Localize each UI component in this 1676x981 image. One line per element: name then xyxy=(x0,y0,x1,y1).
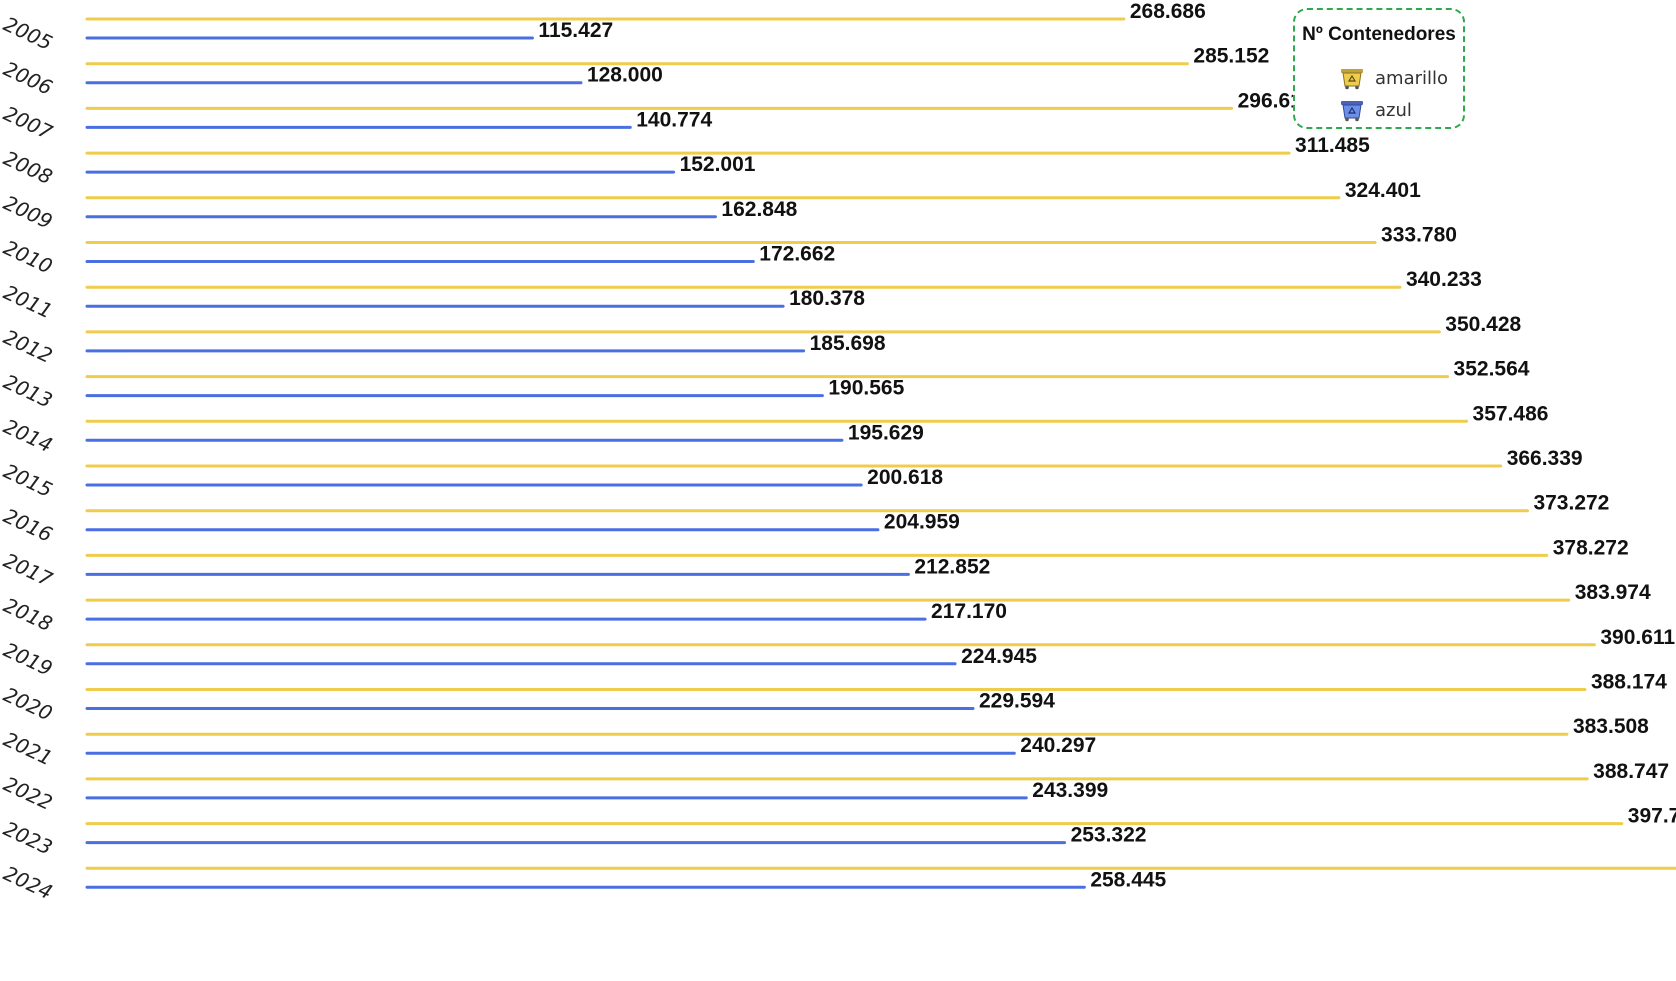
value-label-amarillo-2021: 383.508 xyxy=(1573,715,1649,738)
yellow-recycling-bin-icon xyxy=(1339,66,1365,90)
year-label-2011: 2011 xyxy=(0,280,56,323)
value-label-azul-2009: 162.848 xyxy=(721,198,797,221)
value-label-azul-2015: 200.618 xyxy=(867,466,943,489)
value-label-amarillo-2019: 390.611 xyxy=(1600,626,1675,649)
value-label-azul-2010: 172.662 xyxy=(759,243,835,266)
value-label-azul-2012: 185.698 xyxy=(810,332,886,355)
value-label-azul-2024: 258.445 xyxy=(1090,868,1166,891)
value-label-azul-2023: 253.322 xyxy=(1071,824,1147,847)
value-label-amarillo-2020: 388.174 xyxy=(1591,671,1667,694)
value-label-azul-2008: 152.001 xyxy=(680,153,756,176)
value-label-azul-2017: 212.852 xyxy=(914,555,990,578)
year-label-2020: 2020 xyxy=(0,682,56,725)
value-label-azul-2018: 217.170 xyxy=(931,600,1007,623)
value-label-amarillo-2006: 285.152 xyxy=(1193,45,1269,68)
legend-item-amarillo: amarillo xyxy=(1339,66,1448,90)
year-label-2014: 2014 xyxy=(0,414,56,457)
year-label-2009: 2009 xyxy=(0,191,56,234)
year-label-2022: 2022 xyxy=(0,772,56,815)
value-label-azul-2016: 204.959 xyxy=(884,511,960,534)
year-label-2006: 2006 xyxy=(0,56,56,99)
value-label-azul-2020: 229.594 xyxy=(979,690,1055,713)
year-label-2005: 2005 xyxy=(0,12,56,55)
value-label-amarillo-2008: 311.485 xyxy=(1295,134,1370,157)
value-label-amarillo-2022: 388.747 xyxy=(1593,760,1669,783)
value-label-amarillo-2015: 366.339 xyxy=(1507,447,1583,470)
legend-item-azul: azul xyxy=(1339,98,1412,122)
legend-label-amarillo: amarillo xyxy=(1375,67,1449,89)
value-label-amarillo-2017: 378.272 xyxy=(1553,536,1629,559)
year-label-2010: 2010 xyxy=(0,235,56,278)
value-label-azul-2007: 140.774 xyxy=(636,108,712,131)
value-label-azul-2014: 195.629 xyxy=(848,421,924,444)
value-label-amarillo-2005: 268.686 xyxy=(1130,0,1206,23)
value-label-azul-2022: 243.399 xyxy=(1032,779,1108,802)
blue-recycling-bin-icon xyxy=(1339,98,1365,122)
year-label-2019: 2019 xyxy=(0,638,56,681)
value-label-azul-2011: 180.378 xyxy=(789,287,865,310)
year-label-2016: 2016 xyxy=(0,503,56,546)
value-label-amarillo-2023: 397.721 xyxy=(1628,805,1676,828)
value-label-amarillo-2011: 340.233 xyxy=(1406,268,1482,291)
value-label-azul-2013: 190.565 xyxy=(828,377,904,400)
value-label-amarillo-2009: 324.401 xyxy=(1345,179,1421,202)
year-label-2013: 2013 xyxy=(0,369,56,412)
legend-title: Nº Contenedores xyxy=(1302,24,1456,45)
value-label-amarillo-2012: 350.428 xyxy=(1445,313,1521,336)
value-label-amarillo-2010: 333.780 xyxy=(1381,224,1457,247)
year-label-2012: 2012 xyxy=(0,325,56,368)
year-label-2018: 2018 xyxy=(0,593,56,636)
value-label-azul-2005: 115.427 xyxy=(538,19,613,42)
value-label-azul-2021: 240.297 xyxy=(1020,734,1096,757)
legend-label-azul: azul xyxy=(1375,99,1412,121)
year-label-2017: 2017 xyxy=(0,548,56,591)
value-label-azul-2006: 128.000 xyxy=(587,64,663,87)
year-label-2007: 2007 xyxy=(0,101,56,144)
year-label-2021: 2021 xyxy=(0,727,56,770)
value-label-amarillo-2014: 357.486 xyxy=(1473,402,1549,425)
year-label-2008: 2008 xyxy=(0,146,56,189)
value-label-amarillo-2013: 352.564 xyxy=(1454,358,1530,381)
value-label-amarillo-2016: 373.272 xyxy=(1533,492,1609,515)
year-label-2023: 2023 xyxy=(0,816,56,859)
year-label-2024: 2024 xyxy=(0,861,56,904)
value-label-amarillo-2018: 383.974 xyxy=(1575,581,1651,604)
legend: Nº Contenedores amarillo azul xyxy=(1293,8,1465,129)
value-label-azul-2019: 224.945 xyxy=(961,645,1037,668)
year-label-2015: 2015 xyxy=(0,459,56,502)
